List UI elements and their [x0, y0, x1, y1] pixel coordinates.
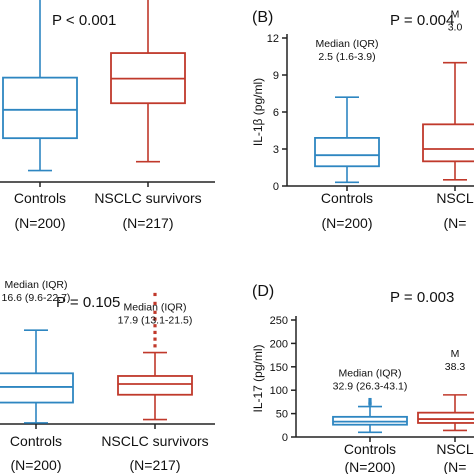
- group-n: (N=: [444, 215, 467, 231]
- box-controls: Median (IQR)16.6 (9.6-22.7) Controls (N=20…: [0, 279, 74, 473]
- outlier-point: [153, 337, 157, 341]
- box-nsclc: M38.3 NSCL (N=: [417, 348, 474, 474]
- group-n: (N=200): [345, 459, 396, 474]
- p-value: P = 0.003: [390, 289, 454, 306]
- y-axis-label: IL-1β (pg/ml): [251, 78, 265, 146]
- median-iqr-label: M: [451, 9, 460, 21]
- y-tick-label: 0: [282, 432, 288, 444]
- outlier-point: [153, 310, 157, 314]
- outlier-point: [368, 400, 372, 404]
- outlier-point: [368, 397, 372, 402]
- y-tick-label: 150: [270, 362, 288, 374]
- median-iqr-label: Median (IQR): [123, 302, 186, 314]
- group-name: NSCL: [436, 441, 474, 457]
- median-iqr-label: M: [451, 348, 460, 360]
- median-iqr-value: 2.5 (1.6-3.9): [318, 51, 375, 63]
- outlier-point: [153, 344, 157, 348]
- median-iqr-value: 3.0: [448, 22, 463, 34]
- median-iqr-label: Median (IQR): [4, 279, 67, 291]
- box-nsclc: Median (IQR)17.9 (13.1-21.5) NSCLC surviv…: [101, 292, 209, 473]
- median-iqr-label: Median (IQR): [315, 38, 378, 50]
- y-axis-label: IL-17 (pg/ml): [251, 344, 265, 412]
- panel-a: P < 0.001Median (IQR)28.5 (17.3-41.2)Con…: [0, 0, 215, 231]
- y-tick-label: 100: [270, 385, 288, 397]
- group-n: (N=217): [123, 215, 174, 231]
- group-n: (N=200): [322, 215, 373, 231]
- median-iqr-label: Median (IQR): [338, 368, 401, 380]
- group-n: (N=200): [11, 457, 62, 473]
- group-name: Controls: [14, 190, 66, 206]
- y-tick-label: 12: [267, 33, 279, 45]
- y-tick-label: 9: [273, 70, 279, 82]
- group-name: NSCLC survivors: [101, 433, 208, 449]
- group-n: (N=200): [15, 215, 66, 231]
- box-nsclc: M3.0 NSCL (N=: [422, 9, 474, 231]
- group-name: NSCL: [436, 190, 474, 206]
- y-tick-label: 250: [270, 315, 288, 327]
- p-value: P < 0.001: [52, 12, 116, 29]
- outlier-point: [153, 324, 157, 328]
- box-controls: Median (IQR)28.5 (17.3-41.2)Controls(N=2…: [2, 0, 78, 231]
- box-controls: Median (IQR)2.5 (1.6-3.9) Controls (N=200): [314, 38, 380, 231]
- group-n: (N=217): [130, 457, 181, 473]
- group-name: Controls: [10, 433, 62, 449]
- box-nsclc: Median (IQR)40.8 (31.1-50.9)NSCLC surviv…: [94, 0, 202, 231]
- outlier-point: [153, 317, 157, 321]
- median-iqr-value: 17.9 (13.1-21.5): [118, 315, 193, 327]
- iqr-box: [422, 123, 474, 163]
- outlier-point: [153, 301, 157, 305]
- median-iqr-value: 16.6 (9.6-22.7): [2, 292, 71, 304]
- outlier-point: [153, 330, 157, 335]
- iqr-box: [314, 136, 380, 168]
- group-name: Controls: [344, 441, 396, 457]
- box-controls: Median (IQR)32.9 (26.3-43.1) Controls (N=2…: [332, 368, 408, 474]
- median-iqr-value: 38.3: [445, 361, 466, 373]
- panel-label: (D): [252, 283, 274, 300]
- iqr-box: [0, 372, 74, 404]
- y-tick-label: 0: [273, 181, 279, 193]
- y-tick-label: 50: [276, 409, 288, 421]
- median-iqr-value: 32.9 (26.3-43.1): [333, 381, 408, 393]
- panel-b: 0 3 6 9 12 IL-1β (pg/ml) (B) P = 0.004 Median (I…: [251, 9, 474, 231]
- panel-d: 0 50 100 150 200 250 IL-17 (pg/ml) (D) P = 0.003…: [251, 283, 474, 474]
- p-value: P = 0.004: [390, 12, 454, 29]
- panel-label: (B): [252, 9, 273, 26]
- group-name: NSCLC survivors: [94, 190, 201, 206]
- iqr-box: [417, 411, 474, 424]
- y-tick-label: 200: [270, 338, 288, 350]
- y-tick-label: 6: [273, 107, 279, 119]
- y-tick-label: 3: [273, 144, 279, 156]
- p-value: P = 0.105: [56, 294, 120, 311]
- outlier-point: [153, 292, 157, 297]
- iqr-box: [117, 375, 193, 396]
- iqr-box: [2, 76, 78, 140]
- group-name: Controls: [321, 190, 373, 206]
- group-n: (N=: [444, 459, 467, 474]
